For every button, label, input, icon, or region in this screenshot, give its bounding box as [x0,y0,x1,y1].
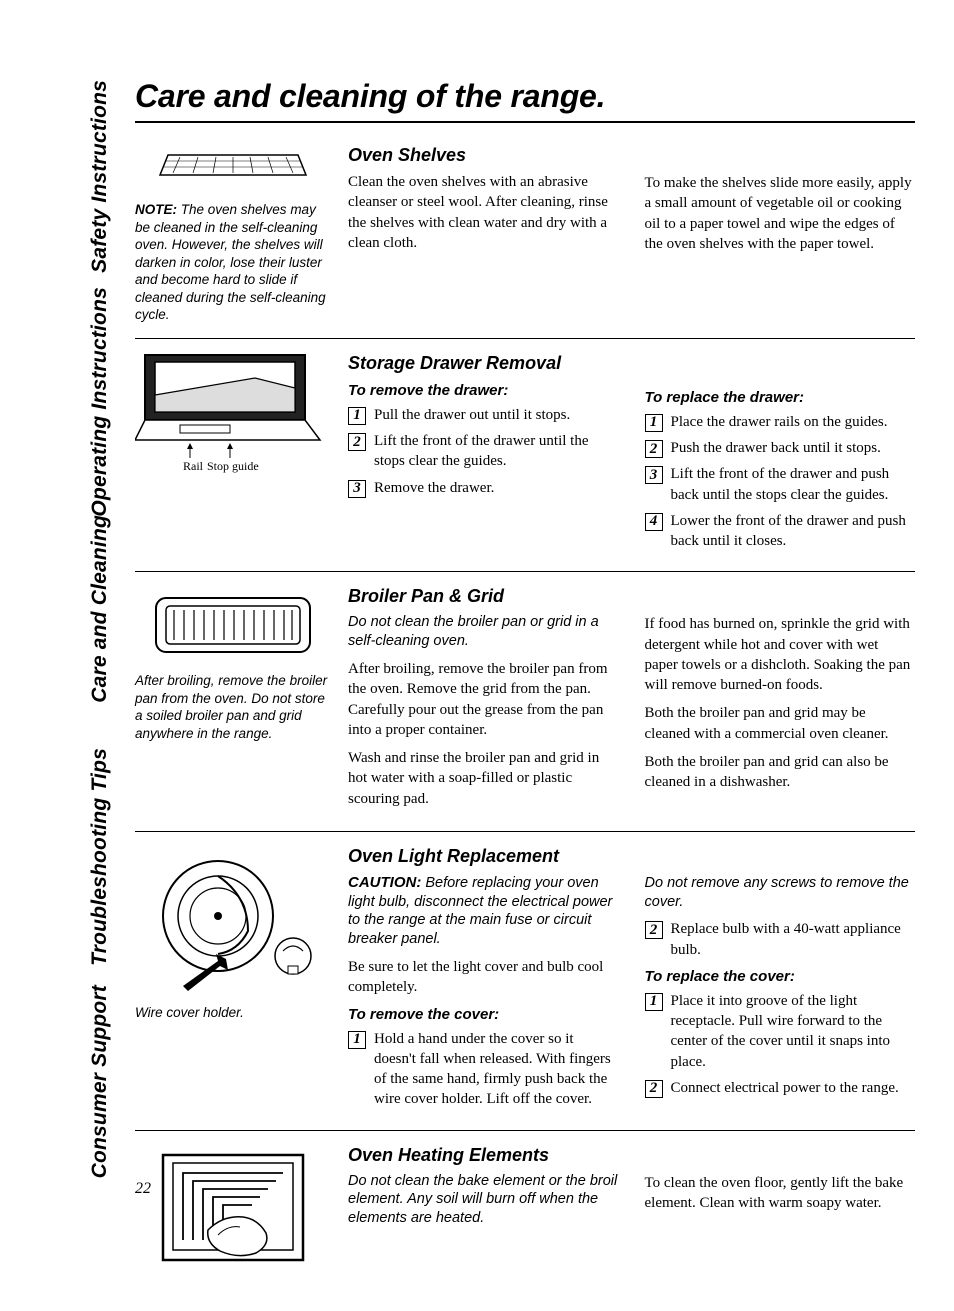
main-content: Care and cleaning of the range. NOTE: Th… [135,78,915,1311]
replace-cover-step-2: 2Connect electrical power to the range. [645,1078,916,1098]
figure-heating-element [135,1145,330,1275]
oven-shelves-p2: To make the shelves slide more easily, a… [645,173,916,254]
oven-light-right-step-2: 2Replace bulb with a 40-watt appliance b… [645,919,916,960]
section-storage-drawer: Rail Stop guide Storage Drawer Removal T… [135,353,915,573]
heading-broiler: Broiler Pan & Grid [348,586,619,607]
broiler-p5: Both the broiler pan and grid can also b… [645,752,916,793]
oven-light-right-ital: Do not remove any screws to remove the c… [645,874,916,912]
broiler-note: After broiling, remove the broiler pan f… [135,672,330,742]
side-tabs: Safety Instructions Operating Instructio… [88,55,118,1155]
side-tab-troubleshooting: Troubleshooting Tips [88,748,112,966]
figure-oven-shelf [135,145,330,193]
replace-step-3: 3Lift the front of the drawer and push b… [645,464,916,505]
side-tab-consumer: Consumer Support [88,985,112,1178]
oven-shelves-p1: Clean the oven shelves with an abrasive … [348,172,619,253]
replace-step-1: 1Place the drawer rails on the guides. [645,412,916,432]
replace-cover-step-1: 1Place it into groove of the light recep… [645,991,916,1072]
h-replace-cover: To replace the cover: [645,968,916,985]
heading-heating: Oven Heating Elements [348,1145,619,1166]
label-stop-guide: Stop guide [207,459,259,473]
figure-oven-light [135,846,330,996]
remove-step-2: 2Lift the front of the drawer until the … [348,431,619,472]
h-remove-drawer: To remove the drawer: [348,382,619,399]
oven-shelves-note: NOTE: The oven shelves may be cleaned in… [135,201,330,324]
section-broiler: After broiling, remove the broiler pan f… [135,586,915,831]
figure-broiler-pan [135,586,330,664]
broiler-ital: Do not clean the broiler pan or grid in … [348,613,619,651]
heating-p1: To clean the oven floor, gently lift the… [645,1173,916,1214]
section-heating: Oven Heating Elements Do not clean the b… [135,1145,915,1297]
oven-light-note: Wire cover holder. [135,1004,330,1022]
figure-storage-drawer: Rail Stop guide [135,353,330,473]
replace-step-4: 4Lower the front of the drawer and push … [645,511,916,552]
remove-step-3: 3Remove the drawer. [348,478,619,498]
remove-cover-step-1: 1Hold a hand under the cover so it doesn… [348,1029,619,1110]
remove-step-1: 1Pull the drawer out until it stops. [348,405,619,425]
broiler-p4: Both the broiler pan and grid may be cle… [645,703,916,744]
heading-storage-drawer: Storage Drawer Removal [348,353,619,374]
label-rail: Rail [183,459,204,473]
heating-ital: Do not clean the bake element or the bro… [348,1172,619,1229]
broiler-p1: After broiling, remove the broiler pan f… [348,659,619,740]
section-oven-light: Wire cover holder. Oven Light Replacemen… [135,846,915,1131]
page-number: 22 [135,1180,151,1198]
side-tab-operating: Operating Instructions [88,287,112,517]
side-tab-care: Care and Cleaning [88,515,112,703]
oven-light-p1: Be sure to let the light cover and bulb … [348,957,619,998]
page-title: Care and cleaning of the range. [135,78,915,123]
oven-light-caution: CAUTION: Before replacing your oven ligh… [348,873,619,949]
replace-step-2: 2Push the drawer back until it stops. [645,438,916,458]
broiler-p3: If food has burned on, sprinkle the grid… [645,614,916,695]
h-replace-drawer: To replace the drawer: [645,389,916,406]
broiler-p2: Wash and rinse the broiler pan and grid … [348,748,619,809]
h-remove-cover: To remove the cover: [348,1006,619,1023]
side-tab-safety: Safety Instructions [88,80,112,273]
heading-oven-light: Oven Light Replacement [348,846,619,867]
heading-oven-shelves: Oven Shelves [348,145,619,166]
section-oven-shelves: NOTE: The oven shelves may be cleaned in… [135,145,915,339]
